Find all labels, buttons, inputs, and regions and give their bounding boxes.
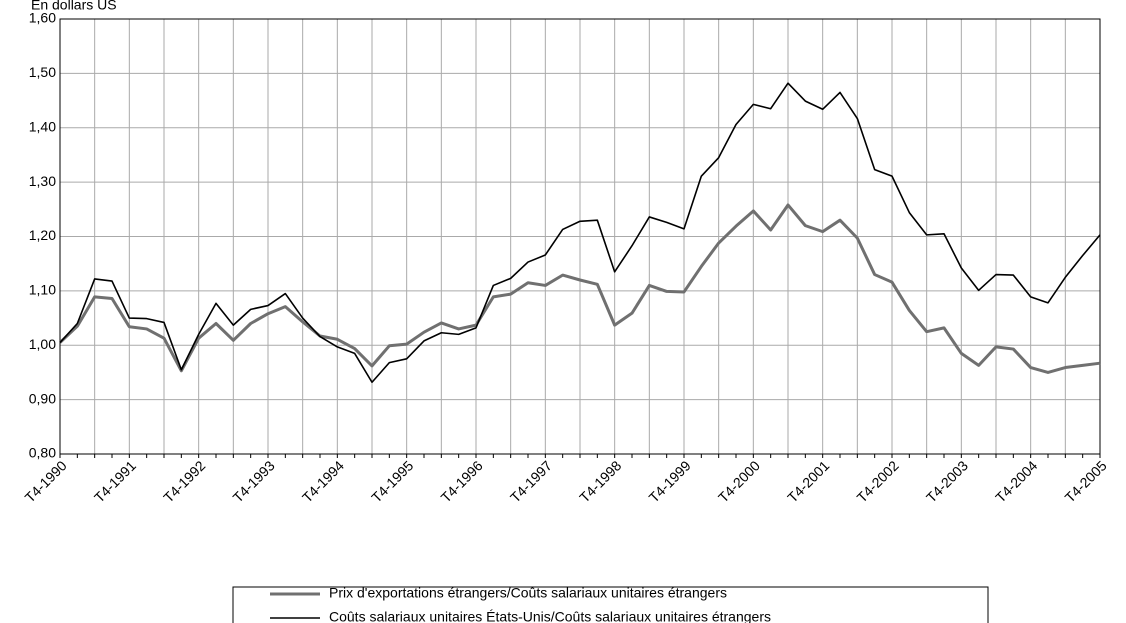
y-tick-label: 0,80: [29, 445, 56, 461]
x-tick-label: T4-1993: [230, 457, 278, 505]
x-tick-label: T4-2005: [1062, 457, 1110, 505]
y-tick-label: 0,90: [29, 390, 56, 406]
x-tick-label: T4-1999: [646, 457, 694, 505]
x-tick-label: T4-2002: [854, 457, 902, 505]
y-tick-label: 1,10: [29, 282, 56, 298]
series-line: [59, 82, 1101, 384]
y-tick-label: 1,50: [29, 64, 56, 80]
x-tick-label: T4-1992: [160, 457, 208, 505]
y-tick-label: 1,30: [29, 173, 56, 189]
x-tick-label: T4-1998: [576, 457, 624, 505]
x-tick-label: T4-1990: [22, 457, 70, 505]
x-tick-label: T4-1995: [368, 457, 416, 505]
legend-box: [232, 586, 989, 623]
x-tick-label: T4-2001: [784, 457, 832, 505]
x-tick-label: T4-2000: [715, 457, 763, 505]
legend-label: Prix d'exportations étrangers/Coûts sala…: [329, 585, 727, 601]
y-tick-label: 1,60: [29, 10, 56, 26]
x-tick-label: T4-1991: [91, 457, 139, 505]
series-line: [58, 203, 1101, 374]
x-tick-label: T4-2004: [992, 457, 1040, 505]
y-tick-label: 1,00: [29, 336, 56, 352]
y-tick-label: 1,20: [29, 227, 56, 243]
y-axis-label: En dollars US: [31, 0, 117, 13]
legend-label: Coûts salariaux unitaires États-Unis/Coû…: [329, 609, 771, 623]
x-tick-label: T4-1994: [299, 457, 347, 505]
x-tick-label: T4-2003: [923, 457, 971, 505]
x-tick-label: T4-1996: [438, 457, 486, 505]
y-tick-label: 1,40: [29, 118, 56, 134]
x-tick-label: T4-1997: [507, 457, 555, 505]
